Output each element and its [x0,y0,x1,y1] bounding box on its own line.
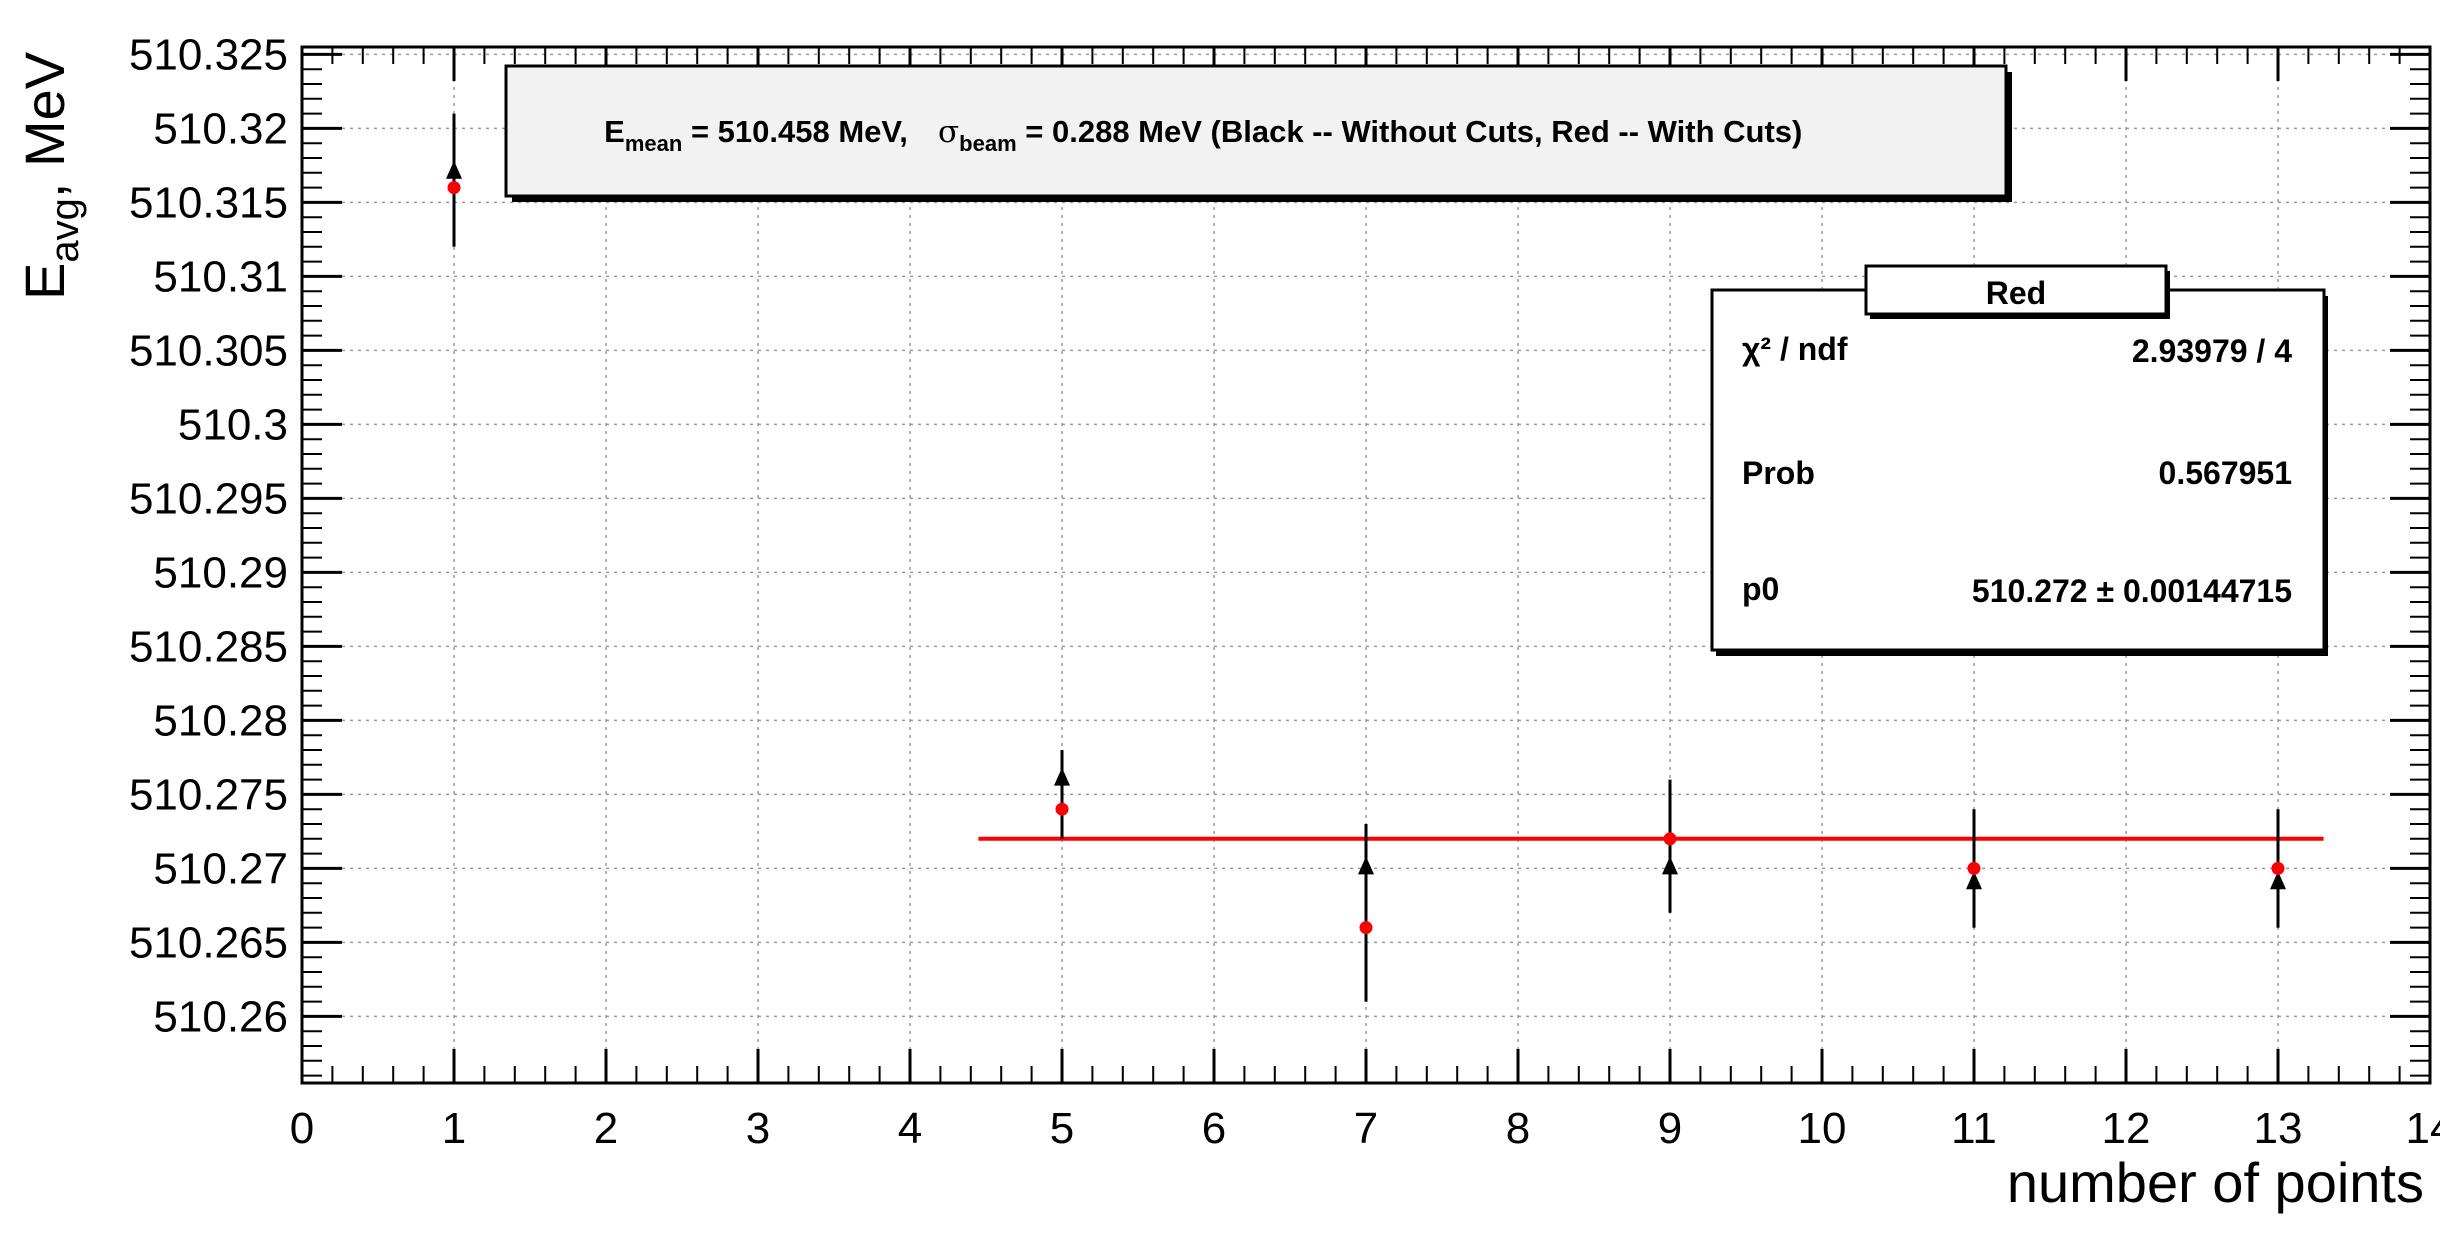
data-points [446,113,2286,1002]
x-tick-label: 13 [2254,1104,2303,1153]
x-tick-label: 1 [442,1104,466,1153]
x-tick-label: 12 [2102,1104,2151,1153]
data-point-circle [1359,921,1373,935]
tick-labels: 01234567891011121314510.26510.265510.275… [129,30,2440,1153]
stats-row-label: p0 [1742,571,1779,607]
data-point-circle [2271,861,2285,875]
x-tick-label: 3 [746,1104,770,1153]
x-tick-label: 10 [1798,1104,1847,1153]
y-tick-label: 510.325 [129,30,288,79]
stats-box: Red χ² / ndf 2.93979 / 4 Prob 0.567951 p… [1710,264,2328,656]
y-tick-label: 510.295 [129,474,288,523]
x-tick-label: 7 [1354,1104,1378,1153]
x-axis-label: number of points [2007,1151,2424,1214]
stats-row-value: 2.93979 / 4 [2132,333,2292,369]
x-tick-label: 0 [290,1104,314,1153]
stats-row-label: χ² / ndf [1742,331,1848,367]
y-axis-label: Eavg, MeV [13,51,87,300]
y-tick-label: 510.265 [129,918,288,967]
y-tick-label: 510.27 [153,844,288,893]
stats-row-value: 0.567951 [2159,455,2292,491]
y-tick-label: 510.305 [129,326,288,375]
x-tick-label: 2 [594,1104,618,1153]
y-tick-label: 510.28 [153,696,288,745]
y-tick-label: 510.32 [153,104,288,153]
data-point-circle [1663,832,1677,846]
stats-title: Red [1986,275,2046,311]
x-tick-label: 6 [1202,1104,1226,1153]
x-tick-label: 11 [1951,1104,1997,1153]
y-tick-label: 510.26 [153,992,288,1041]
y-tick-label: 510.29 [153,548,288,597]
x-tick-label: 8 [1506,1104,1530,1153]
data-point-circle [1055,802,1069,816]
y-tick-label: 510.315 [129,178,288,227]
data-point-circle [1967,861,1981,875]
axis-ticks [300,47,2432,1083]
y-tick-label: 510.31 [153,252,288,301]
stats-row-label: Prob [1742,455,1815,491]
y-tick-label: 510.285 [129,622,288,671]
plot-frame [300,45,2432,1085]
data-point-triangle [2270,871,2286,890]
title-text: Emean = 510.458 MeV, [604,114,908,156]
title-box: Emean = 510.458 MeV, σbeam = 0.288 MeV (… [504,64,2012,202]
data-point-triangle [446,160,462,179]
x-tick-label: 9 [1658,1104,1682,1153]
data-point-triangle [1054,767,1070,786]
stats-row-value: 510.272 ± 0.00144715 [1972,573,2292,609]
data-point-triangle [1966,871,1982,890]
y-tick-label: 510.275 [129,770,288,819]
title-text-sigma: σbeam = 0.288 MeV (Black -- Without Cuts… [938,114,1802,156]
data-point-triangle [1358,856,1374,875]
y-tick-label: 510.3 [178,400,288,449]
x-tick-label: 14 [2406,1104,2440,1153]
x-tick-label: 4 [898,1104,922,1153]
x-tick-label: 5 [1050,1104,1074,1153]
data-point-triangle [1662,856,1678,875]
data-point-circle [447,181,461,195]
